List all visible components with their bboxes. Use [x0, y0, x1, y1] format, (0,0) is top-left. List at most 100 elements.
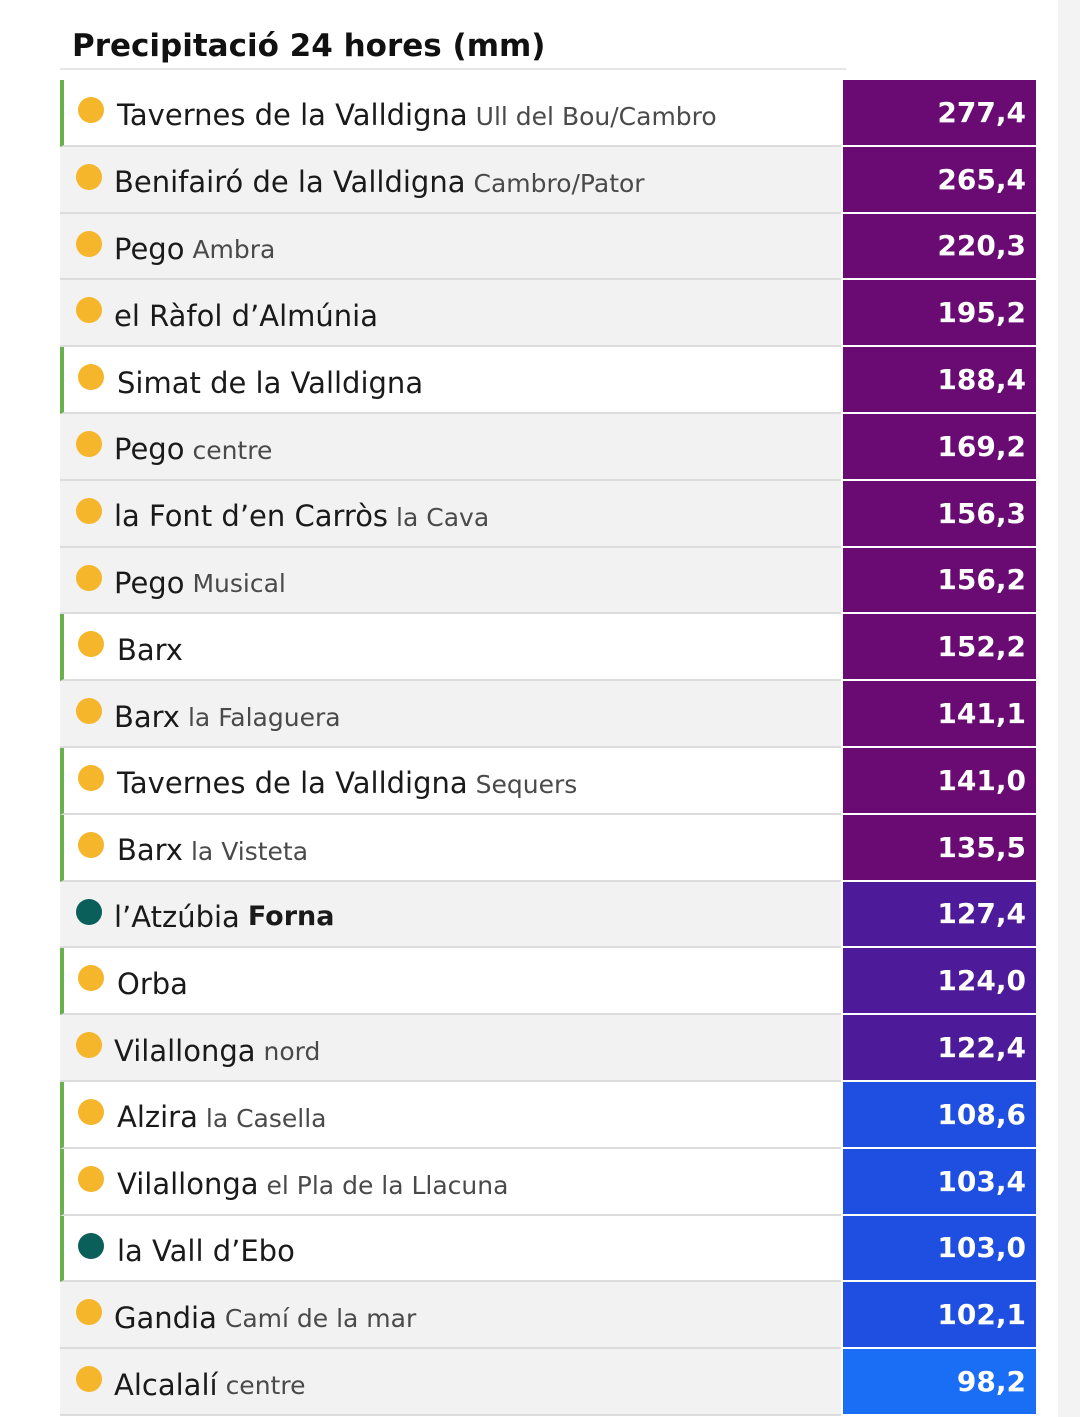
station-subname: Ull del Bou/Cambro [475, 101, 717, 131]
station-cell: Gandia Camí de la mar [60, 1282, 841, 1350]
station-cell: l’Atzúbia Forna [60, 881, 841, 949]
table-row[interactable]: Benifairó de la Valldigna Cambro/Pator 265… [60, 146, 1036, 214]
precipitation-value: 122,4 [843, 1015, 1036, 1082]
station-cell: Pego Musical [60, 547, 841, 615]
station-cell: Benifairó de la Valldigna Cambro/Pator [60, 146, 841, 214]
station-name: Simat de la Valldigna [117, 365, 424, 400]
station-subname: centre [192, 435, 273, 465]
table-row[interactable]: Tavernes de la Valldigna Sequers 141,0 [60, 747, 1036, 815]
page-title: Precipitació 24 hores (mm) [72, 28, 546, 64]
station-name: Tavernes de la Valldigna [117, 98, 468, 133]
station-dot-teal-icon [78, 1232, 104, 1259]
station-subname: Forna [247, 901, 335, 933]
station-subname: Camí de la mar [224, 1304, 417, 1334]
right-edge-shade [1058, 0, 1080, 1417]
station-name: Vilallonga [114, 1033, 256, 1068]
precipitation-value: 141,0 [843, 747, 1036, 815]
station-cell: Tavernes de la Valldigna Sequers [60, 747, 841, 815]
table-row[interactable]: Orba 124,0 [60, 948, 1036, 1016]
table-row[interactable]: Vilallonga nord 122,4 [60, 1015, 1036, 1082]
station-dot-yellow-icon [78, 965, 104, 992]
station-name: el Ràfol d’Almúnia [114, 298, 378, 333]
station-name: Pego [114, 565, 185, 600]
station-name: Vilallonga [117, 1167, 259, 1202]
station-name: l’Atzúbia [114, 899, 240, 934]
station-dot-yellow-icon [76, 430, 102, 457]
precipitation-value: 127,4 [843, 881, 1036, 949]
station-cell: Barx la Visteta [60, 814, 841, 882]
station-subname: la Cava [396, 502, 490, 532]
table-row[interactable]: Barx la Visteta 135,5 [60, 814, 1036, 882]
precipitation-value: 169,2 [843, 413, 1036, 481]
station-cell: la Font d’en Carròs la Cava [60, 480, 841, 548]
precipitation-value: 188,4 [843, 347, 1036, 414]
station-name: Barx [117, 833, 183, 868]
table-row[interactable]: Alzira la Casella 108,6 [60, 1081, 1036, 1149]
station-cell: la Vall d’Ebo [60, 1215, 841, 1283]
station-subname: la Casella [205, 1103, 327, 1133]
station-name: Barx [114, 699, 180, 734]
station-name: Barx [117, 632, 183, 667]
station-subname: la Visteta [190, 836, 309, 866]
station-dot-yellow-icon [78, 1098, 104, 1125]
table-row[interactable]: Simat de la Valldigna 188,4 [60, 347, 1036, 414]
station-dot-yellow-icon [76, 497, 102, 524]
table-row[interactable]: Gandia Camí de la mar 102,1 [60, 1282, 1036, 1350]
station-name: Orba [117, 966, 188, 1001]
station-dot-yellow-icon [76, 698, 102, 725]
table-row[interactable]: Barx la Falaguera 141,1 [60, 681, 1036, 748]
station-dot-yellow-icon [78, 764, 104, 791]
station-subname: la Falaguera [187, 703, 341, 733]
station-name: Alcalalí [114, 1367, 218, 1402]
table-row[interactable]: Vilallonga el Pla de la Llacuna 103,4 [60, 1148, 1036, 1216]
precipitation-value: 277,4 [843, 80, 1036, 147]
table-row[interactable]: la Vall d’Ebo 103,0 [60, 1215, 1036, 1283]
precipitation-value: 98,2 [843, 1349, 1036, 1416]
station-dot-yellow-icon [78, 831, 104, 858]
precipitation-value: 156,3 [843, 480, 1036, 548]
station-subname: el Pla de la Llacuna [266, 1170, 509, 1200]
table-row[interactable]: Pego centre 169,2 [60, 413, 1036, 481]
station-subname: centre [225, 1371, 306, 1401]
table-row[interactable]: Pego Musical 156,2 [60, 547, 1036, 615]
station-cell: Alzira la Casella [60, 1081, 841, 1149]
table-row[interactable]: el Ràfol d’Almúnia 195,2 [60, 280, 1036, 348]
station-dot-yellow-icon [78, 631, 104, 658]
table-row[interactable]: Pego Ambra 220,3 [60, 213, 1036, 281]
table-row[interactable]: la Font d’en Carròs la Cava 156,3 [60, 480, 1036, 548]
table-row[interactable]: l’Atzúbia Forna 127,4 [60, 881, 1036, 949]
station-dot-yellow-icon [76, 230, 102, 257]
precipitation-table: Tavernes de la Valldigna Ull del Bou/Camb… [60, 80, 1036, 1416]
station-dot-yellow-icon [76, 163, 102, 190]
station-cell: Vilallonga el Pla de la Llacuna [60, 1148, 841, 1216]
station-cell: Simat de la Valldigna [60, 347, 841, 414]
station-subname: Sequers [475, 769, 578, 799]
station-dot-yellow-icon [76, 1366, 102, 1393]
station-subname: Ambra [192, 235, 276, 265]
precipitation-value: 156,2 [843, 547, 1036, 615]
station-cell: Vilallonga nord [60, 1015, 841, 1082]
precipitation-value: 124,0 [843, 948, 1036, 1016]
precipitation-value: 195,2 [843, 280, 1036, 348]
station-cell: Orba [60, 948, 841, 1016]
station-cell: Barx [60, 614, 841, 682]
title-divider [60, 68, 846, 70]
table-row[interactable]: Barx 152,2 [60, 614, 1036, 682]
station-dot-yellow-icon [76, 1032, 102, 1059]
table-row[interactable]: Tavernes de la Valldigna Ull del Bou/Camb… [60, 80, 1036, 147]
station-dot-yellow-icon [76, 297, 102, 324]
precipitation-value: 141,1 [843, 681, 1036, 748]
precipitation-value: 103,4 [843, 1148, 1036, 1216]
station-cell: Alcalalí centre [60, 1349, 841, 1416]
precipitation-value: 103,0 [843, 1215, 1036, 1283]
station-subname: nord [263, 1037, 321, 1067]
station-name: Tavernes de la Valldigna [117, 766, 468, 801]
station-subname: Musical [192, 569, 286, 599]
station-name: la Vall d’Ebo [117, 1233, 295, 1268]
table-row[interactable]: Alcalalí centre 98,2 [60, 1349, 1036, 1416]
station-dot-yellow-icon [78, 1165, 104, 1192]
station-dot-yellow-icon [78, 97, 104, 123]
station-name: Benifairó de la Valldigna [114, 165, 466, 200]
station-cell: Barx la Falaguera [60, 681, 841, 748]
